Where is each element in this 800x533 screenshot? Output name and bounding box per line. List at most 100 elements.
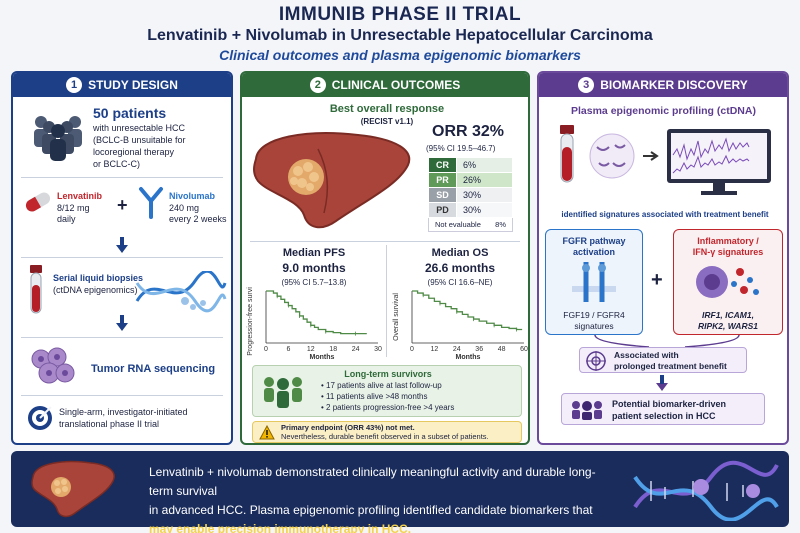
- drug1-dose-2: daily: [57, 214, 76, 224]
- biomarker-header: 3 BIOMARKER DISCOVERY: [539, 73, 787, 97]
- km-curve: [266, 290, 367, 335]
- divider: [250, 241, 520, 242]
- os-value: 26.6 months: [424, 261, 496, 275]
- os-ci: (95% CI 16.6–NE): [427, 278, 493, 287]
- clinical-outcomes-header: 2 CLINICAL OUTCOMES: [242, 73, 528, 97]
- liver-icon: [31, 460, 115, 518]
- x-tick-label: 12: [431, 346, 439, 353]
- selection-line-1: Potential biomarker-driven: [612, 399, 727, 409]
- x-tick-label: 12: [307, 346, 315, 353]
- drug2-dose-2: every 2 weeks: [169, 214, 227, 224]
- down-arrow-icon: [116, 315, 128, 331]
- receptor-icon: [572, 262, 616, 302]
- biopsy-title: Serial liquid biopsies: [53, 273, 144, 283]
- survivors-item: • 2 patients progression-free >4 years: [321, 403, 455, 412]
- x-tick-label: 36: [475, 346, 483, 353]
- response-label: PD: [428, 202, 457, 218]
- divider: [21, 177, 223, 178]
- summary-line-1: Lenvatinib + nivolumab demonstrated clin…: [149, 465, 596, 498]
- response-title: Best overall response: [329, 103, 445, 115]
- dna-antibody-icon: [633, 460, 779, 521]
- response-value: 30%: [456, 202, 513, 218]
- inflam-genes-2: RIPK2, WARS1: [698, 321, 758, 331]
- x-tick-label: 18: [329, 346, 337, 353]
- step-number: 1: [66, 77, 83, 93]
- immune-cell-icon: [696, 266, 759, 298]
- signatures-text: identified signatures associated with tr…: [561, 210, 769, 219]
- pfs-value: 9.0 months: [282, 261, 346, 275]
- inflam-title-1: Inflammatory /: [697, 236, 759, 246]
- patients-desc-1: with unresectable HCC: [93, 123, 186, 133]
- study-design-panel: 1 STUDY DESIGN 50 patients with unresect…: [11, 71, 233, 445]
- x-tick-label: 60: [520, 346, 528, 353]
- divider: [21, 395, 223, 396]
- pfs-km-chart: 0 6 12 18 24 30 Months Progression-free surviva…: [247, 287, 382, 361]
- x-tick-label: 6: [286, 346, 290, 353]
- summary-line-2: in advanced HCC. Plasma epigenomic profi…: [149, 503, 593, 517]
- step-number: 3: [578, 77, 595, 93]
- x-tick-label: 30: [374, 346, 382, 353]
- plus-sign: +: [117, 195, 128, 215]
- down-arrow-icon: [656, 375, 668, 391]
- x-tick-label: 24: [352, 346, 360, 353]
- drug2-dose-1: 240 mg: [169, 203, 200, 213]
- people-group-icon: [264, 377, 302, 408]
- fgfr-box: FGFR pathway activation FGF19 / FGFR4 si…: [545, 229, 643, 335]
- warning-line-2: Nevertheless, durable benefit observed i…: [281, 432, 489, 441]
- response-label: SD: [428, 187, 457, 203]
- associated-line-1: Associated with: [614, 350, 679, 360]
- divider: [21, 337, 223, 338]
- fgfr-title-1: FGFR pathway: [562, 236, 626, 246]
- page-subtitle: Lenvatinib + Nivolumab in Unresectable H…: [147, 27, 653, 44]
- inflammatory-box: Inflammatory / IFN-γ signatures IRF1, IC…: [673, 229, 783, 335]
- survivors-item: • 11 patients alive >48 months: [321, 392, 428, 401]
- orr-value: ORR 32%: [432, 123, 505, 140]
- response-label: CR: [428, 157, 457, 173]
- orr-ci: (95% CI 19.5–46.7): [426, 144, 496, 153]
- dna-helix-icon: [135, 271, 227, 313]
- x-tick-label: 24: [453, 346, 461, 353]
- study-design-header: 1 STUDY DESIGN: [13, 73, 231, 97]
- warning-line-1: Primary endpoint (ORR 43%) not met.: [281, 423, 415, 432]
- associated-line-2: prolonged treatment benefit: [614, 361, 727, 371]
- patients-group-icon: [34, 116, 82, 161]
- y-axis-label: Overall survival: [393, 293, 400, 341]
- antibody-icon: [139, 187, 163, 219]
- step-number: 2: [309, 77, 326, 93]
- x-tick-label: 48: [498, 346, 506, 353]
- rna-seq-title: Tumor RNA sequencing: [91, 363, 216, 375]
- response-row: PD 30%: [428, 202, 513, 218]
- x-tick-label: 0: [410, 346, 414, 353]
- summary-footer: Lenvatinib + nivolumab demonstrated clin…: [11, 451, 789, 533]
- fgfr-genes-1: FGF19 / FGFR4: [563, 310, 625, 320]
- panel-heading: STUDY DESIGN: [88, 78, 178, 92]
- divider: [21, 257, 223, 258]
- not-evaluable: Not evaluable 8%: [428, 217, 513, 232]
- blood-tube-icon: [560, 125, 574, 183]
- inflam-title-2: IFN-γ signatures: [692, 247, 764, 257]
- panel-heading: BIOMARKER DISCOVERY: [600, 78, 748, 92]
- plus-sign: +: [651, 269, 663, 291]
- survivors-item: • 17 patients alive at last follow-up: [321, 381, 442, 390]
- biomarker-panel: 3 BIOMARKER DISCOVERY Plasma epigenomic …: [537, 71, 789, 445]
- response-row: CR 6%: [428, 157, 513, 173]
- warning-icon: [259, 425, 275, 440]
- patients-desc-2: (BCLC-B unsuitable for: [93, 135, 186, 145]
- target-icon: [28, 406, 52, 430]
- merge-arrows-icon: [594, 335, 740, 348]
- divider: [386, 245, 387, 357]
- dna-fragments-icon: [589, 133, 635, 179]
- survivors-box: Long-term survivors • 17 patients alive …: [252, 365, 522, 417]
- panel-heading: CLINICAL OUTCOMES: [331, 78, 461, 92]
- profiling-title: Plasma epigenomic profiling (ctDNA): [571, 105, 756, 117]
- pfs-ci: (95% CI 5.7–13.8): [281, 278, 347, 287]
- pfs-title: Median PFS: [282, 247, 346, 259]
- summary-line-3: may enable precision immunotherapy in HC…: [149, 522, 412, 533]
- fgfr-genes-2: signatures: [574, 321, 614, 331]
- response-value: 30%: [456, 187, 513, 203]
- response-row: SD 30%: [428, 187, 513, 203]
- page-tagline: Clinical outcomes and plasma epigenomic …: [219, 47, 581, 63]
- response-label: PR: [428, 172, 457, 188]
- monitor-signal-icon: [667, 129, 771, 195]
- patients-desc-3: locoregional therapy: [93, 147, 175, 157]
